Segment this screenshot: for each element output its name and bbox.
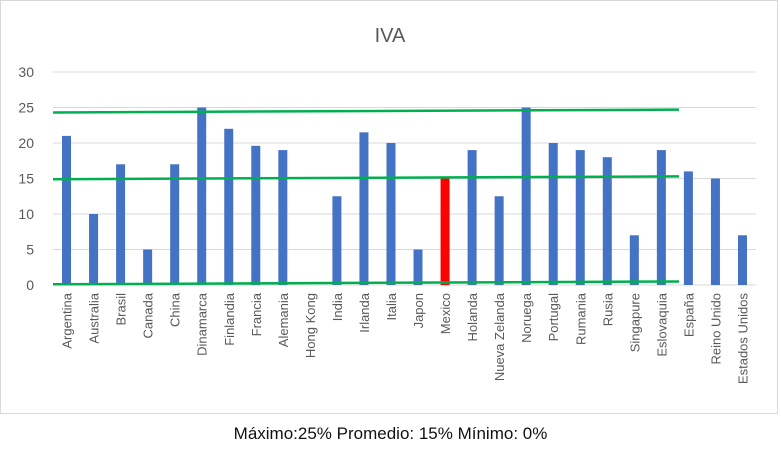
y-tick-label: 10	[18, 206, 34, 222]
bar-eslovaquia	[656, 150, 666, 285]
bar-india	[332, 196, 342, 285]
x-tick-label: Estados Unidos	[735, 293, 750, 385]
x-tick-label: España	[681, 292, 696, 337]
bar-mexico	[440, 178, 450, 285]
x-tick-label: Alemania	[276, 292, 291, 347]
reference-line	[52, 280, 680, 286]
bar-estados-unidos	[737, 235, 747, 285]
x-tick-label: Mexico	[438, 293, 453, 334]
bar-reino-unido	[710, 178, 720, 285]
bar-chart: IVA 0 5 10 15 20 25 30 Argentina Australia Brasi…	[18, 25, 756, 384]
bar-finlandia	[224, 128, 234, 285]
caption: Máximo:25% Promedio: 15% Mínimo: 0%	[233, 424, 548, 443]
y-tick-label: 30	[18, 64, 34, 80]
chart-frame: IVA 0 5 10 15 20 25 30 Argentina Australia Brasi…	[0, 0, 778, 414]
x-tick-label: Singapure	[627, 293, 642, 352]
bar-holanda	[467, 150, 477, 285]
reference-lines	[52, 108, 680, 286]
bar-argentina	[62, 135, 72, 285]
y-tick-label: 25	[18, 100, 34, 116]
x-tick-label: Portugal	[546, 293, 561, 342]
bars	[62, 107, 747, 285]
x-tick-label: Rumania	[573, 292, 588, 345]
x-tick-label: Italia	[384, 292, 399, 320]
bar-rumania	[575, 150, 585, 285]
y-tick-label: 15	[18, 171, 34, 187]
x-tick-label: Argentina	[60, 292, 75, 348]
x-tick-label: Australia	[87, 292, 102, 343]
bar-alemania	[278, 150, 288, 285]
bar-italia	[386, 143, 396, 285]
y-tick-label: 0	[26, 277, 34, 293]
bar-españa	[683, 171, 693, 285]
bar-rusia	[602, 157, 612, 285]
bar-canada	[143, 249, 153, 285]
x-tick-label: Dinamarca	[195, 292, 210, 356]
x-tick-label: Japon	[411, 293, 426, 328]
x-axis-ticks: Argentina Australia Brasil Canada China Dinam…	[60, 292, 751, 384]
x-tick-label: Finlandia	[222, 292, 237, 346]
bar-china	[170, 164, 180, 285]
reference-line	[52, 108, 680, 114]
reference-line	[52, 175, 680, 181]
bar-noruega	[521, 107, 531, 285]
x-tick-label: India	[330, 292, 345, 321]
x-tick-label: Francia	[249, 292, 264, 336]
bar-nueva-zelanda	[494, 196, 504, 285]
x-tick-label: China	[168, 292, 183, 327]
bar-japon	[413, 249, 423, 285]
x-tick-label: Irlanda	[357, 292, 372, 333]
x-tick-label: Hong Kong	[303, 293, 318, 358]
bar-singapure	[629, 235, 639, 285]
x-tick-label: Eslovaquia	[654, 292, 669, 356]
x-tick-label: Brasil	[114, 293, 129, 326]
bar-portugal	[548, 143, 558, 285]
y-tick-label: 5	[26, 242, 34, 258]
x-tick-label: Reino Unido	[708, 293, 723, 365]
chart-title: IVA	[375, 25, 406, 47]
x-tick-label: Canada	[141, 292, 156, 338]
bar-dinamarca	[197, 107, 207, 285]
bar-irlanda	[359, 132, 369, 285]
x-tick-label: Rusia	[600, 292, 615, 326]
y-tick-label: 20	[18, 135, 34, 151]
x-tick-label: Noruega	[519, 292, 534, 343]
bar-australia	[89, 214, 99, 285]
bar-francia	[251, 145, 261, 285]
bar-brasil	[116, 164, 126, 285]
y-axis-ticks: 0 5 10 15 20 25 30	[18, 64, 34, 293]
x-tick-label: Nueva Zelanda	[492, 292, 507, 381]
x-tick-label: Holanda	[465, 292, 480, 341]
